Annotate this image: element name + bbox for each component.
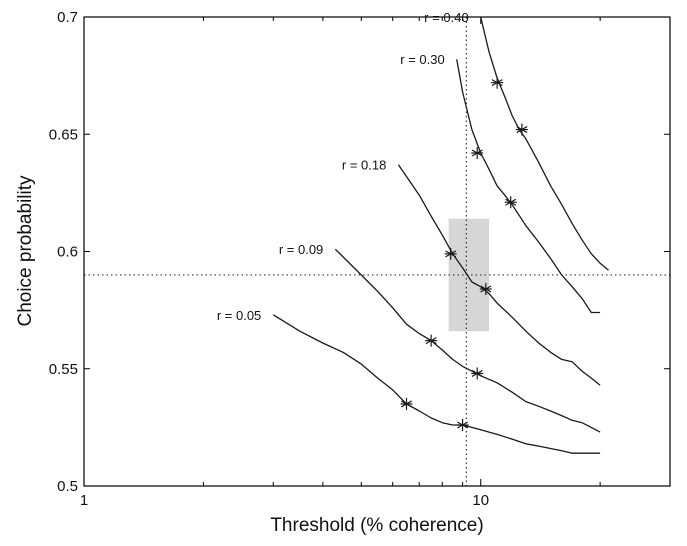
series-line-4 — [480, 16, 609, 271]
y-axis-title: Choice probability — [15, 175, 36, 327]
series-label: r = 0.05 — [217, 308, 261, 323]
asterisk-marker — [471, 367, 484, 380]
series-label: r = 0.09 — [279, 242, 323, 257]
x-tick-label: 1 — [80, 492, 88, 509]
y-tick-label: 0.5 — [57, 478, 78, 495]
asterisk-marker — [491, 76, 504, 89]
asterisk-marker — [456, 419, 469, 432]
y-tick-label: 0.55 — [49, 361, 78, 378]
series-label: r = 0.40 — [424, 10, 468, 25]
shaded-region — [448, 218, 490, 332]
series-line-2 — [397, 164, 601, 386]
asterisk-marker — [515, 123, 528, 136]
series-label: r = 0.18 — [342, 158, 386, 173]
asterisk-marker — [425, 334, 438, 347]
series-label: r = 0.30 — [400, 52, 444, 67]
x-axis-title: Threshold (% coherence) — [270, 515, 483, 536]
plot-frame — [83, 16, 671, 487]
y-tick-label: 0.7 — [57, 9, 78, 26]
series-line-3 — [456, 59, 601, 314]
asterisk-marker — [479, 283, 492, 296]
asterisk-marker — [400, 397, 413, 410]
series-line-0 — [272, 314, 601, 454]
x-tick-label: 10 — [472, 492, 489, 509]
asterisk-marker — [444, 247, 457, 260]
asterisk-marker — [504, 196, 517, 209]
y-tick-label: 0.6 — [57, 244, 78, 261]
asterisk-marker — [471, 147, 484, 160]
y-tick-label: 0.65 — [49, 126, 78, 143]
